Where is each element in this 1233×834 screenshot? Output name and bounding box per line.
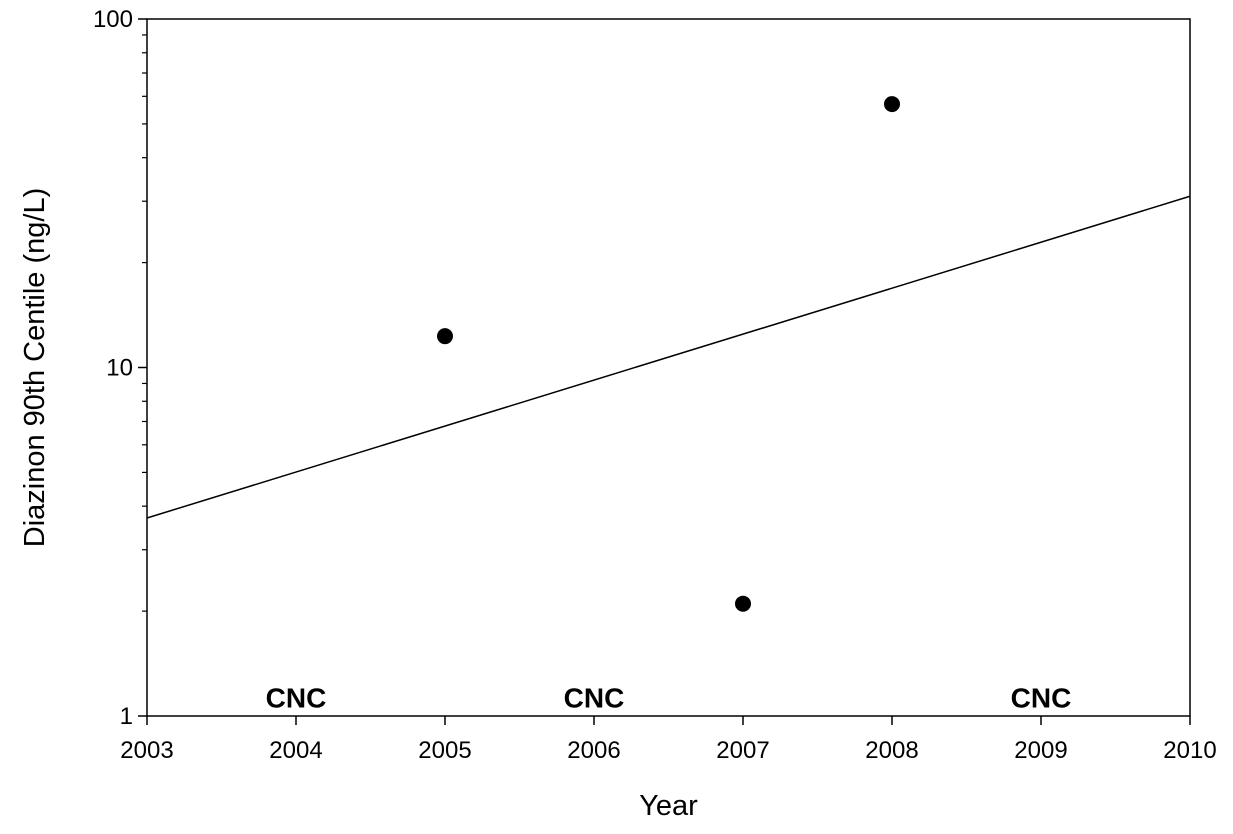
x-tick-label: 2010	[1163, 737, 1216, 764]
x-tick-label: 2003	[120, 737, 173, 764]
data-point	[884, 96, 900, 113]
y-tick-label: 100	[93, 6, 133, 33]
x-axis-title: Year	[639, 790, 698, 822]
y-axis-title: Diazinon 90th Centile (ng/L)	[19, 188, 51, 547]
x-tick-label: 2004	[269, 737, 322, 764]
trend-line-layer	[146, 195, 1191, 519]
x-tick-label: 2009	[1014, 737, 1067, 764]
x-tick-label: 2005	[418, 737, 471, 764]
data-point	[437, 328, 453, 345]
cnc-annotation: CNC	[564, 683, 625, 714]
annotations-layer: CNC CNC CNC	[266, 683, 1072, 714]
cnc-annotation: CNC	[1011, 683, 1072, 714]
plot-area-border	[146, 18, 1191, 717]
cnc-annotation: CNC	[266, 683, 327, 714]
data-point	[735, 595, 751, 612]
x-tick-label: 2007	[716, 737, 769, 764]
y-tick-label: 1	[120, 703, 133, 730]
plot-frame	[146, 18, 1191, 717]
trend-line	[146, 195, 1191, 519]
data-points-layer	[437, 96, 900, 612]
y-tick-label: 10	[106, 355, 133, 382]
x-tick-label: 2008	[865, 737, 918, 764]
y-axis: 1 10 100	[93, 6, 147, 730]
x-axis: 2003 2004 2005 2006 2007 2008 2009 2010	[120, 716, 1217, 764]
x-tick-label: 2006	[567, 737, 620, 764]
